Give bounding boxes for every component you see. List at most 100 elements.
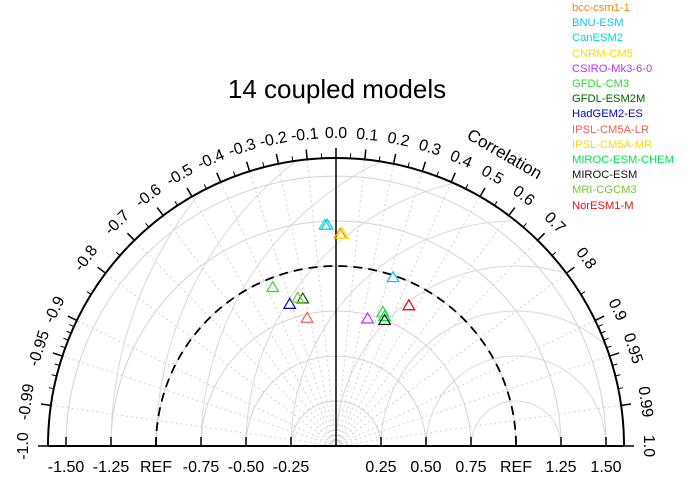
correlation-minor-tick-198 xyxy=(618,387,624,390)
correlation-tick-label-7: -0.5 xyxy=(164,161,196,190)
rms-gridline-8 xyxy=(110,158,624,446)
correlation-tick-label-21: 0.9 xyxy=(605,296,630,324)
marker-layer xyxy=(265,218,416,326)
correlation-ray-15 xyxy=(335,171,423,447)
correlation-tick-label-24: 1.0 xyxy=(640,435,657,457)
marker-noresm1-m xyxy=(402,298,416,311)
correlation-minor-tick-45 xyxy=(174,201,179,206)
correlation-tick-label-14: 0.2 xyxy=(386,129,411,150)
correlation-minor-tick-125 xyxy=(407,162,410,168)
correlation-tick-label-19: 0.7 xyxy=(541,209,569,237)
correlation-minor-tick-3 xyxy=(51,374,57,377)
correlation-minor-tick-9 xyxy=(69,324,75,328)
correlation-minor-tick-15 xyxy=(86,291,92,295)
marker-hadgem2-es xyxy=(282,297,297,309)
correlation-tick-label-4: -0.8 xyxy=(71,242,101,274)
marker-gfdl-cm3 xyxy=(376,305,390,317)
correlation-tick-8 xyxy=(216,172,222,183)
marker-mri-cgcm3 xyxy=(290,291,305,303)
legend-entry-noresm1-m: NorESM1-M xyxy=(572,199,634,212)
std-tick-label-1: -1.25 xyxy=(93,459,130,476)
correlation-minor-tick-75 xyxy=(262,162,265,168)
correlation-tick-14 xyxy=(392,153,397,164)
correlation-tick-15 xyxy=(421,161,427,172)
rms-gridline-1 xyxy=(425,355,607,446)
correlation-minor-tick-85 xyxy=(291,156,294,162)
correlation-ray-10 xyxy=(277,163,337,447)
correlation-minor-tick-191 xyxy=(597,324,603,328)
legend: bcc-csm1-1 BNU-ESM CanESM2 CNRM-CM5 CSIRO-Mk… xyxy=(572,1,674,214)
correlation-tick-7 xyxy=(186,187,193,197)
correlation-minor-tick-155 xyxy=(493,201,498,206)
correlation-ray-20 xyxy=(335,272,567,447)
legend-entry-hadgem2-es: HadGEM2-ES xyxy=(572,108,643,121)
correlation-tick-label-12: 0.0 xyxy=(325,125,347,142)
marker-miroc-esm xyxy=(377,313,392,326)
correlation-minor-tick-65 xyxy=(232,171,236,177)
correlation-tick-20 xyxy=(565,266,575,274)
std-tick-label-8: 0.75 xyxy=(455,459,486,476)
correlation-tick-4 xyxy=(97,266,107,274)
std-tick-label-9: REF xyxy=(500,459,532,476)
correlation-ray-4 xyxy=(105,272,337,447)
correlation-tick-label-2: -0.95 xyxy=(26,328,54,368)
correlation-tick-17 xyxy=(479,187,486,197)
correlation-tick-1 xyxy=(40,403,51,407)
std-tick-label-4: -0.50 xyxy=(228,459,265,476)
correlation-tick-label-20: 0.8 xyxy=(572,245,599,273)
correlation-tick-label-13: 0.1 xyxy=(355,126,379,145)
correlation-tick-16 xyxy=(450,172,456,183)
std-tick-label-2: REF xyxy=(140,459,172,476)
rms-gridline-6 xyxy=(200,158,624,446)
marker-csiro-mk3-6-0 xyxy=(360,311,375,324)
rms-gridline-0 xyxy=(470,400,562,446)
legend-entry-bnu-esm: BNU-ESM xyxy=(572,17,624,30)
correlation-tick-18 xyxy=(508,207,516,217)
correlation-ray-7 xyxy=(191,196,337,447)
correlation-minor-tick-197 xyxy=(615,374,621,377)
std-tick-label-10: 1.25 xyxy=(545,459,576,476)
correlation-ray-6 xyxy=(162,215,337,447)
correlation-ray-17 xyxy=(335,196,481,447)
correlation-minor-tick-2 xyxy=(48,387,54,390)
correlation-minor-tick-135 xyxy=(436,171,440,177)
legend-entry-mri-cgcm3: MRI-CGCM3 xyxy=(572,184,637,197)
correlation-minor-tick-192 xyxy=(600,330,606,334)
std-tick-label-6: 0.25 xyxy=(365,459,396,476)
correlation-tick-label-8: -0.4 xyxy=(195,146,227,173)
correlation-tick-5 xyxy=(126,232,135,241)
marker-ipsl-cm5a-mr xyxy=(335,227,350,239)
correlation-ray-8 xyxy=(220,181,337,447)
correlation-minor-tick-185 xyxy=(580,291,586,295)
std-tick-label-3: -0.75 xyxy=(183,459,220,476)
correlation-ray-16 xyxy=(335,181,452,447)
correlation-minor-tick-35 xyxy=(145,223,150,228)
correlation-tick-label-22: 0.95 xyxy=(620,331,646,366)
correlation-tick-label-11: -0.1 xyxy=(290,125,319,145)
correlation-ray-18 xyxy=(335,215,510,447)
marker-cnrm-cm5 xyxy=(335,227,350,239)
marker-extra-2 xyxy=(386,270,400,283)
correlation-minor-tick-25 xyxy=(115,251,121,256)
correlation-tick-label-9: -0.3 xyxy=(227,136,259,161)
correlation-tick-19 xyxy=(537,232,546,241)
correlation-tick-label-0: -1.0 xyxy=(15,432,32,460)
correlation-tick-13 xyxy=(364,149,367,160)
std-tick-label-5: -0.25 xyxy=(273,459,310,476)
legend-entry-csiro-mk3-6-0: CSIRO-Mk3-6-0 xyxy=(572,62,653,75)
correlation-tick-21 xyxy=(594,315,605,322)
legend-entry-miroc-esm-chem: MIROC-ESM-CHEM xyxy=(572,154,674,167)
marker-gfdl-esm2m xyxy=(295,291,310,304)
correlation-tick-3 xyxy=(67,315,78,322)
legend-entry-bcc-csm1-1: bcc-csm1-1 xyxy=(572,2,630,14)
legend-entry-canesm2: CanESM2 xyxy=(572,32,623,45)
correlation-tick-label-10: -0.2 xyxy=(258,129,289,151)
legend-entry-cnrm-cm5: CNRM-CM5 xyxy=(572,47,633,60)
correlation-ray-14 xyxy=(335,163,395,447)
marker-miroc-esm-chem xyxy=(377,309,392,322)
correlation-ray-2 xyxy=(62,355,337,447)
correlation-minor-tick-145 xyxy=(465,184,469,190)
correlation-minor-tick-7 xyxy=(63,337,69,341)
correlation-tick-2 xyxy=(52,352,63,357)
